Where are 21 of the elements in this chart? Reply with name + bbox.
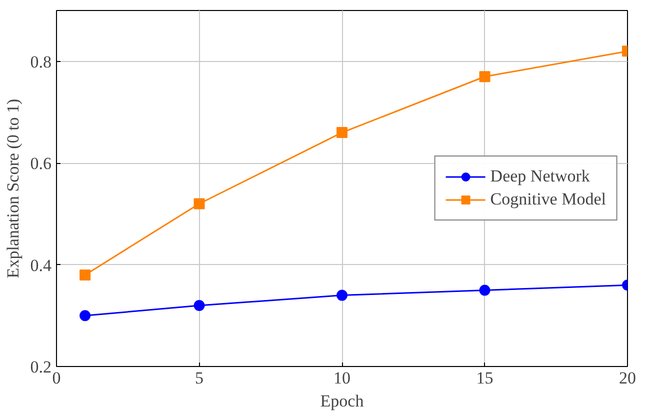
y-tick-label: 0.8 [30,52,52,72]
legend-label: Deep Network [490,166,590,186]
point [194,300,205,311]
point [194,198,205,210]
legend-label: Cognitive Model [490,190,606,210]
point [336,290,348,301]
point [479,284,490,296]
point [479,71,490,82]
x-tick-label: 5 [195,368,204,388]
y-tick-label: 0.2 [30,358,52,376]
x-tick-label: 0 [52,368,61,388]
point [80,269,91,280]
point [80,310,91,322]
x-tick-label: 10 [334,368,350,388]
x-axis-title: Epoch [320,392,364,410]
y-tick-label: 0.4 [30,256,52,275]
y-tick-label: 0.6 [30,154,52,174]
x-tick-label: 20 [619,368,636,388]
x-tick-label: 15 [476,368,494,388]
point [336,127,348,138]
y-axis-title: Explanation Score (0 to 1) [3,98,22,278]
